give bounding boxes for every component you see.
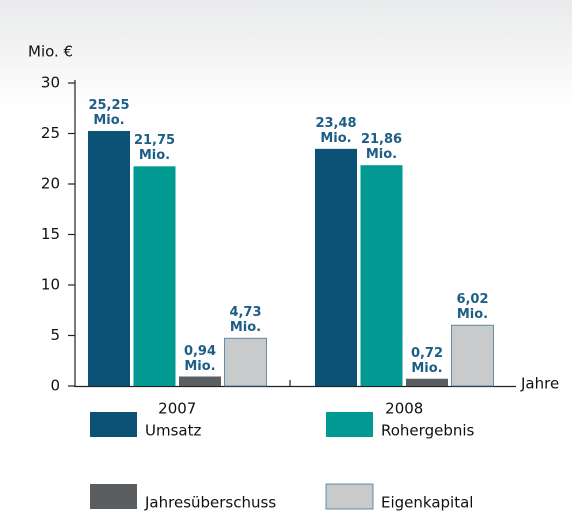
legend-swatch bbox=[325, 483, 374, 510]
legend-label: Umsatz bbox=[145, 422, 201, 440]
legend-swatch bbox=[326, 412, 373, 437]
bar bbox=[451, 324, 494, 387]
bar bbox=[224, 337, 267, 387]
y-tick-label: 0 bbox=[50, 377, 60, 395]
x-axis-label: Jahre bbox=[520, 375, 559, 393]
y-tick-label: 10 bbox=[41, 276, 60, 294]
y-tick-label: 5 bbox=[50, 326, 60, 344]
y-tick-label: 20 bbox=[41, 175, 60, 193]
value-label: 21,86 Mio. bbox=[360, 132, 403, 163]
legend-label: Rohergebnis bbox=[381, 422, 475, 440]
value-label: 23,48 Mio. bbox=[315, 115, 357, 146]
bar bbox=[179, 376, 221, 386]
value-label: 0,94 Mio. bbox=[183, 343, 217, 374]
x-tick-label: 2007 bbox=[158, 400, 196, 418]
bar bbox=[133, 166, 176, 386]
legend-swatch bbox=[90, 412, 137, 437]
legend-label: Eigenkapital bbox=[381, 494, 473, 512]
y-tick-label: 15 bbox=[41, 225, 60, 243]
x-tick-label: 2008 bbox=[385, 400, 423, 418]
y-tick-label: 30 bbox=[41, 74, 60, 92]
bar bbox=[88, 130, 130, 386]
legend-swatch bbox=[90, 484, 137, 509]
value-label: 25,25 Mio. bbox=[88, 97, 130, 128]
value-label: 6,02 Mio. bbox=[456, 292, 489, 323]
bar bbox=[360, 165, 403, 386]
bar bbox=[315, 148, 357, 386]
y-tick-label: 25 bbox=[41, 124, 60, 142]
bar bbox=[406, 378, 448, 386]
value-label: 4,73 Mio. bbox=[229, 305, 262, 336]
legend-label: Jahresüberschuss bbox=[144, 494, 276, 512]
value-label: 21,75 Mio. bbox=[133, 133, 176, 164]
value-label: 0,72 Mio. bbox=[410, 345, 444, 376]
y-axis-label: Mio. € bbox=[28, 43, 73, 61]
